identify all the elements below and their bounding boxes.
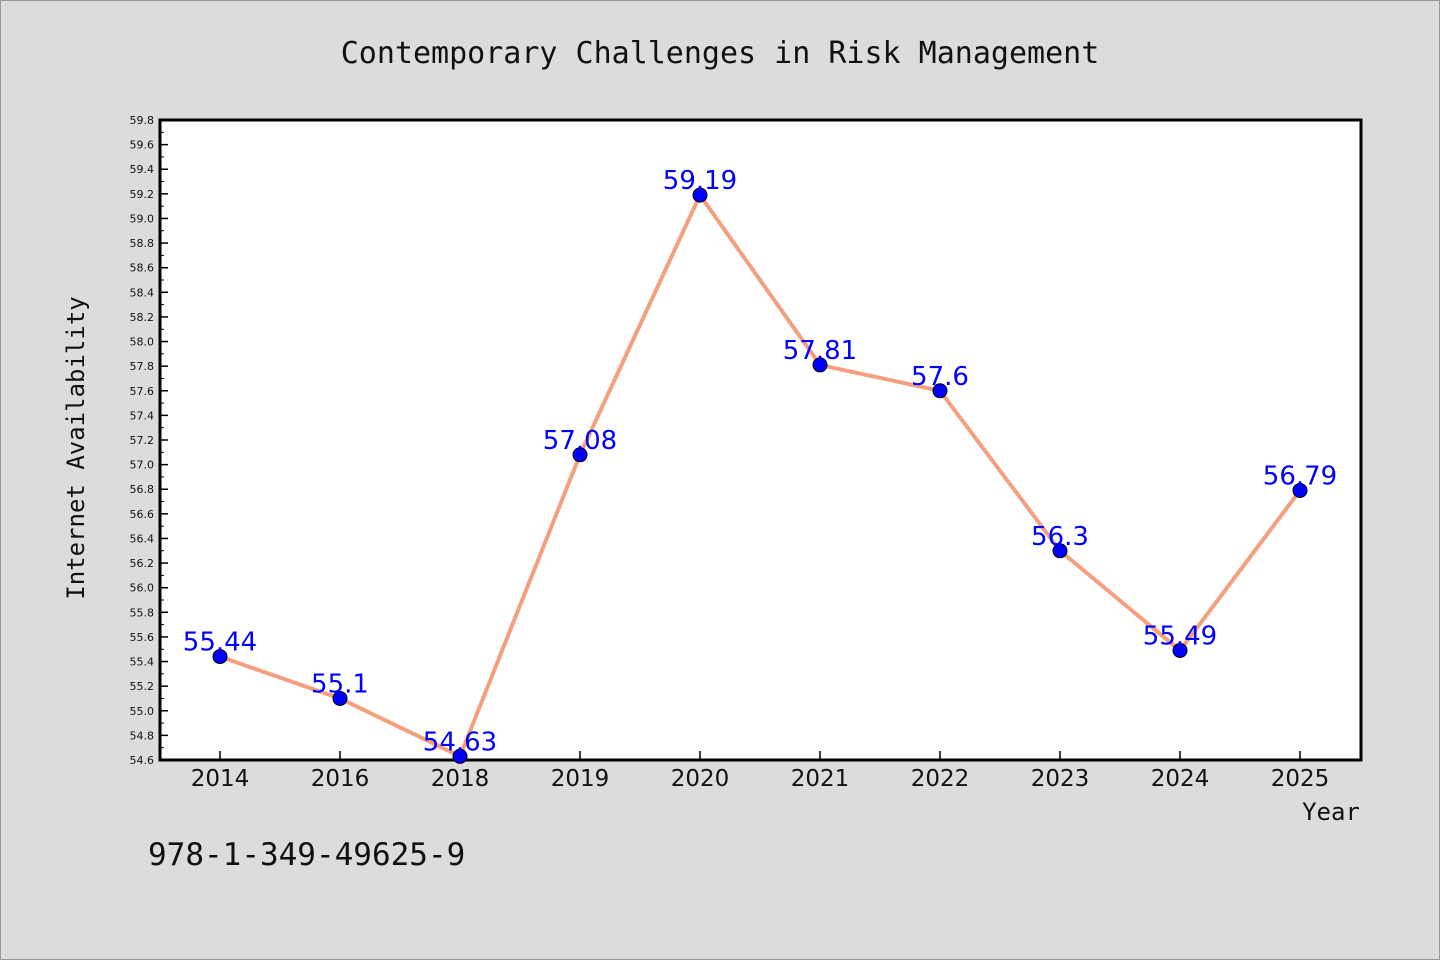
y-tick-label: 55.2 (130, 680, 155, 693)
y-tick-label: 57.0 (130, 459, 155, 472)
y-tick-label: 56.0 (130, 582, 155, 595)
y-tick-label: 57.2 (130, 434, 155, 447)
data-point (932, 383, 948, 399)
y-tick-label: 56.8 (130, 483, 155, 496)
x-tick-label: 2018 (431, 766, 490, 792)
y-tick-label: 58.2 (130, 311, 155, 324)
data-point (1052, 543, 1068, 559)
y-tick-label: 57.8 (130, 360, 155, 373)
x-axis: 2014 2016 2018 2019 2020 2021 2022 2023 2024 2025 (191, 751, 1330, 792)
data-points (212, 187, 1308, 764)
y-tick-label: 59.2 (130, 188, 155, 201)
data-point (692, 187, 708, 203)
y-tick-label: 59.8 (130, 114, 155, 127)
series-line-group (219, 193, 1302, 759)
y-tick-label: 58.0 (130, 336, 155, 349)
data-label: 55.44 (183, 628, 257, 658)
data-label: 57.6 (911, 362, 969, 392)
y-tick-label: 59.0 (130, 212, 155, 225)
y-tick-label: 58.8 (130, 237, 155, 250)
y-tick-label: 57.6 (130, 385, 155, 398)
y-tick-label: 59.6 (130, 139, 155, 152)
y-tick-label: 58.4 (130, 286, 155, 299)
x-axis-label: Year (1302, 798, 1360, 826)
plot-area (158, 118, 1363, 762)
data-point (1172, 642, 1188, 658)
series-line (219, 193, 1302, 759)
x-tick-label: 2021 (791, 766, 850, 792)
data-label: 55.49 (1143, 621, 1217, 651)
y-tick-label: 56.4 (130, 532, 155, 545)
data-labels: 55.44 55.1 54.63 57.08 59.19 57.81 57.6 56.3 55.… (183, 166, 1337, 757)
y-tick-label: 57.4 (130, 409, 155, 422)
x-tick-label: 2020 (671, 766, 730, 792)
y-tick-label: 55.4 (130, 656, 155, 669)
y-tick-label: 55.6 (130, 631, 155, 644)
chart-title: Contemporary Challenges in Risk Manageme… (341, 36, 1100, 71)
y-tick-label: 54.6 (130, 754, 155, 767)
data-label: 56.3 (1031, 522, 1089, 552)
data-label: 57.08 (543, 426, 617, 456)
data-point (452, 748, 468, 764)
y-tick-label: 55.0 (130, 705, 155, 718)
x-tick-label: 2023 (1031, 766, 1090, 792)
x-tick-label: 2024 (1151, 766, 1210, 792)
x-tick-label: 2019 (551, 766, 610, 792)
data-point (572, 447, 588, 463)
y-axis-label: Internet Availability (62, 296, 90, 599)
y-tick-label: 59.4 (130, 163, 155, 176)
data-label: 55.1 (311, 669, 369, 699)
data-point (212, 649, 228, 665)
isbn-annotation: 978-1-349-49625-9 (148, 837, 465, 873)
data-point (812, 357, 828, 373)
data-point (1292, 482, 1308, 498)
data-label: 59.19 (663, 166, 737, 196)
y-tick-label: 58.6 (130, 262, 155, 275)
data-label: 56.79 (1263, 461, 1337, 491)
y-tick-label: 55.8 (130, 606, 155, 619)
x-tick-label: 2014 (191, 766, 250, 792)
x-tick-label: 2016 (311, 766, 370, 792)
data-label: 54.63 (423, 727, 497, 757)
y-tick-label: 54.8 (130, 729, 155, 742)
x-tick-label: 2022 (911, 766, 970, 792)
y-axis: 54.6 54.8 55.0 55.2 55.4 55.6 55.8 56.0 56.2 56.4… (130, 114, 168, 767)
data-point (332, 690, 348, 706)
y-tick-label: 56.2 (130, 557, 155, 570)
x-tick-label: 2025 (1271, 766, 1330, 792)
data-label: 57.81 (783, 336, 857, 366)
y-tick-label: 56.6 (130, 508, 155, 521)
